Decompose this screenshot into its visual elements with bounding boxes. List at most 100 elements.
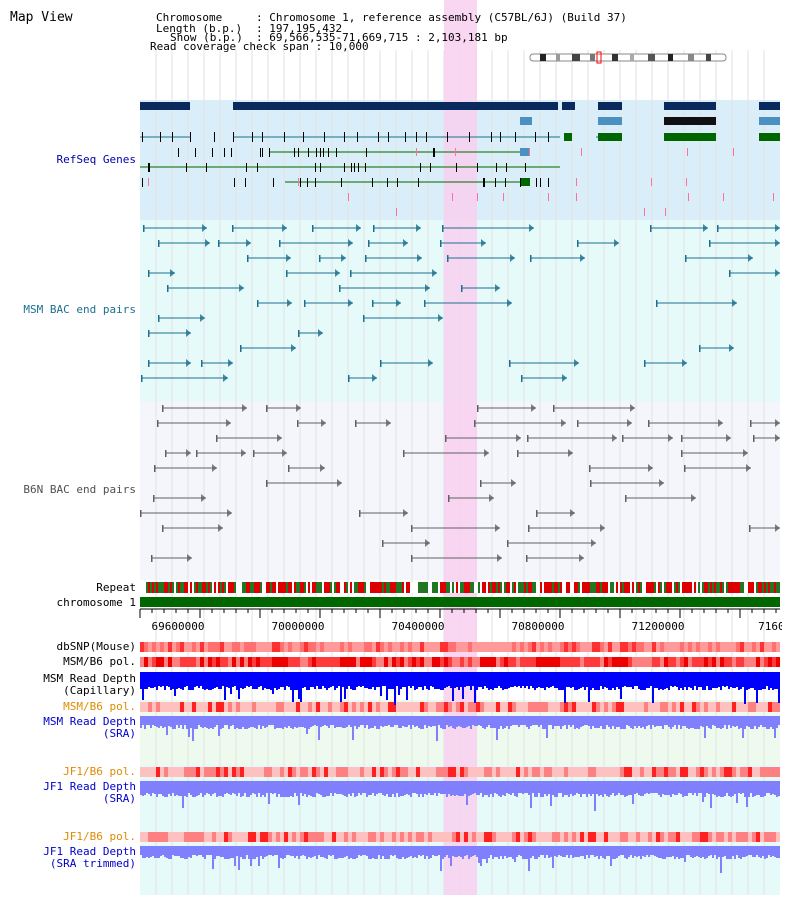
jf1-b6-pol-cell — [160, 767, 164, 777]
refseq-gene[interactable] — [520, 148, 530, 156]
jf1-depth-sra-bar — [398, 781, 400, 797]
msm-bac-arrow — [510, 254, 515, 262]
repeat-segment — [324, 582, 326, 593]
jf1-depth-sra-bar — [406, 781, 408, 794]
jf1-depth-sra-bar — [656, 781, 658, 793]
refseq-gene[interactable] — [564, 133, 572, 141]
jf1-depth-trim-bar — [570, 846, 572, 855]
refseq-gene[interactable] — [759, 133, 780, 141]
track-label-b6n-bac[interactable]: B6N BAC end pairs — [23, 483, 136, 496]
jf1-b6-pol-trim-cell — [756, 832, 760, 842]
jf1-depth-trim-bar — [596, 846, 598, 856]
msm-b6-pol-cell — [636, 657, 640, 667]
jf1-depth-sra-bar — [552, 781, 554, 795]
msm-depth-cap-bar — [500, 672, 502, 688]
jf1-depth-sra-bar — [716, 781, 718, 797]
refseq-gene[interactable] — [759, 117, 780, 125]
msm-bac-arrow — [372, 374, 377, 382]
msm-b6-pol-cell — [280, 657, 284, 667]
msm-depth-sra-bar — [522, 716, 524, 725]
jf1-depth-trim-bar — [408, 846, 410, 857]
msm-bac-arrow — [170, 269, 175, 277]
refseq-marker — [548, 193, 549, 201]
dbsnp-cell — [636, 642, 640, 652]
jf1-depth-trim-bar — [688, 846, 690, 855]
jf1-b6-pol-trim-cell — [556, 832, 560, 842]
msm-depth-cap-bar — [472, 672, 474, 686]
repeat-segment — [190, 582, 192, 593]
msm-bac-arrow — [438, 314, 443, 322]
track-label-repeat[interactable]: Repeat — [96, 581, 136, 594]
jf1-depth-trim-bar — [644, 846, 646, 857]
track-label-msm-bac[interactable]: MSM BAC end pairs — [23, 303, 136, 316]
msm-depth-sra-bar — [352, 716, 354, 740]
msm-b6-pol-cell — [648, 657, 652, 667]
repeat-segment — [508, 582, 510, 593]
repeat-segment — [390, 582, 392, 593]
jf1-depth-trim-bar — [210, 846, 212, 855]
refseq-exon — [420, 163, 421, 172]
refseq-gene[interactable] — [140, 102, 190, 110]
jf1-depth-trim-bar — [416, 846, 418, 858]
track-label-chromosome[interactable]: chromosome 1 — [56, 596, 136, 609]
refseq-gene[interactable] — [598, 117, 622, 125]
chromosome-bar[interactable] — [140, 597, 780, 607]
jf1-depth-trim-bar — [200, 846, 202, 855]
b6n-bac-arrow — [648, 464, 653, 472]
refseq-gene[interactable] — [562, 102, 575, 110]
msm-depth-sra-bar — [296, 716, 298, 728]
refseq-gene[interactable] — [759, 102, 780, 110]
msm-b6-pol-sra-cell — [216, 702, 220, 712]
msm-b6-pol-cell — [424, 657, 428, 667]
jf1-depth-trim-bar — [608, 846, 610, 856]
jf1-b6-pol-trim-cell — [776, 832, 780, 842]
msm-depth-sra-bar — [474, 716, 476, 726]
repeat-segment — [716, 582, 718, 593]
track-label-jf1-depth-sra[interactable]: JF1 Read Depth — [43, 780, 136, 793]
msm-b6-pol-cell — [272, 657, 276, 667]
jf1-depth-trim-bar — [748, 846, 750, 855]
track-label-msm-b6-pol-1[interactable]: MSM/B6 pol. — [63, 655, 136, 668]
jf1-depth-sra-bar — [524, 781, 526, 793]
msm-depth-cap-bar — [662, 672, 664, 690]
msm-b6-pol-sra-cell — [328, 702, 332, 712]
msm-depth-cap-bar — [338, 672, 340, 686]
refseq-gene[interactable] — [598, 102, 622, 110]
jf1-depth-trim-bar — [350, 846, 352, 858]
jf1-b6-pol-cell — [672, 767, 676, 777]
refseq-gene[interactable] — [664, 102, 716, 110]
track-label-msm-b6-pol-2[interactable]: MSM/B6 pol. — [63, 700, 136, 713]
refseq-gene[interactable] — [664, 133, 716, 141]
refseq-gene[interactable] — [664, 117, 716, 125]
track-label-dbsnp[interactable]: dbSNP(Mouse) — [56, 640, 136, 653]
refseq-gene[interactable] — [233, 102, 558, 110]
msm-depth-sra-bar — [646, 716, 648, 726]
refseq-gene[interactable] — [520, 178, 530, 186]
track-label-refseq[interactable]: RefSeq Genes — [56, 153, 136, 166]
jf1-b6-pol-cell — [648, 767, 652, 777]
jf1-depth-trim-bar — [198, 846, 200, 855]
highlight-region[interactable] — [444, 0, 477, 895]
jf1-b6-pol-cell — [684, 767, 688, 777]
refseq-gene[interactable] — [598, 133, 622, 141]
repeat-segment — [484, 582, 486, 593]
msm-depth-cap-bar — [738, 672, 740, 690]
jf1-depth-trim-bar — [216, 846, 218, 856]
jf1-b6-pol-trim-cell — [716, 832, 720, 842]
chromosome-row: Chromosome: Chromosome 1, reference asse… — [156, 11, 627, 24]
refseq-gene[interactable] — [520, 117, 532, 125]
repeat-segment — [378, 582, 380, 593]
track-label-msm-depth-cap[interactable]: MSM Read Depth — [43, 672, 136, 685]
msm-b6-pol-cell — [432, 657, 436, 667]
msm-b6-pol-sra-cell — [320, 702, 324, 712]
dbsnp-cell — [416, 642, 420, 652]
jf1-b6-pol-trim-cell — [748, 832, 752, 842]
track-label-jf1-b6-pol-1[interactable]: JF1/B6 pol. — [63, 765, 136, 778]
track-label-jf1-b6-pol-2[interactable]: JF1/B6 pol. — [63, 830, 136, 843]
track-label-jf1-depth-trim[interactable]: JF1 Read Depth — [43, 845, 136, 858]
repeat-segment — [300, 582, 302, 593]
track-label-msm-depth-sra[interactable]: MSM Read Depth — [43, 715, 136, 728]
jf1-depth-sra-bar — [168, 781, 170, 794]
